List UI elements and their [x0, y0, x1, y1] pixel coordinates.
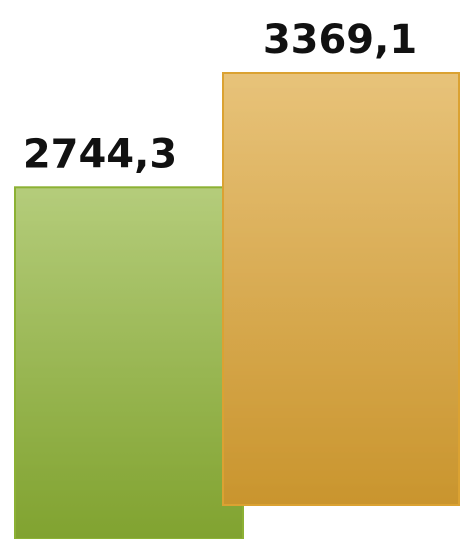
bar-shade	[16, 188, 242, 538]
data-label: 2744,3	[23, 131, 177, 177]
bar-shade	[224, 74, 458, 504]
data-label: 3369,1	[263, 17, 417, 63]
